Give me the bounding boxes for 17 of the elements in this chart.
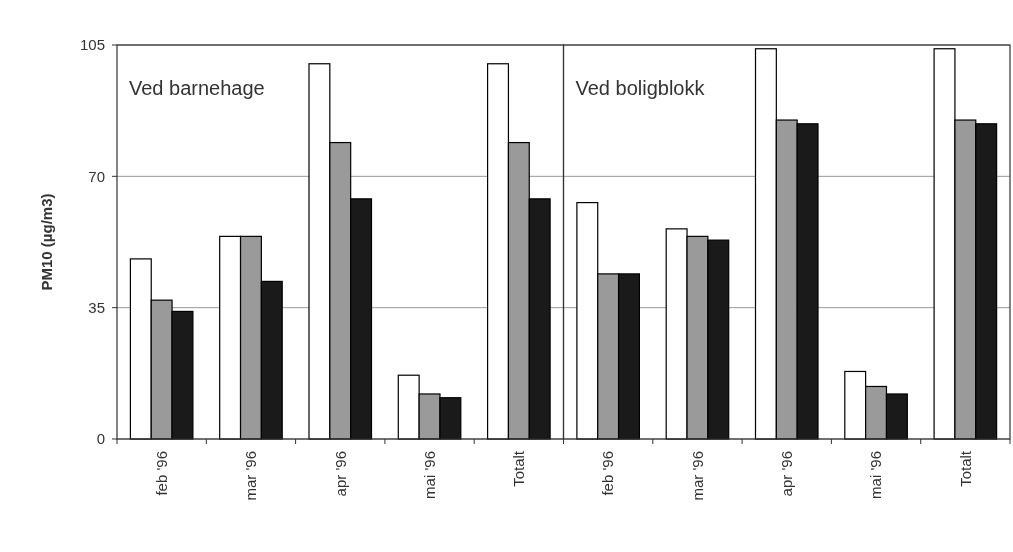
y-tick-label: 105 (79, 36, 105, 54)
x-tick-label: mar '96 (242, 451, 260, 501)
annotation: Ved barnehage (129, 77, 265, 99)
annotation: Ved boligblokk (575, 77, 706, 99)
x-tick-label: feb '96 (599, 451, 617, 496)
x-tick-label: mai '96 (867, 451, 885, 499)
y-tick-label: 70 (88, 167, 105, 185)
x-tick-label: Totalt (510, 450, 528, 487)
x-tick-label: feb '96 (152, 451, 170, 496)
x-tick-label: mai '96 (420, 451, 438, 499)
x-tick-label: Totalt (956, 450, 974, 487)
x-tick-label: apr '96 (778, 451, 795, 497)
x-tick-label: mar '96 (688, 451, 706, 501)
x-tick-label: apr '96 (331, 451, 349, 497)
y-tick-label: 0 (96, 430, 105, 448)
y-tick-label: 35 (88, 298, 105, 316)
y-axis-title: PM10 (µg/m3) (38, 193, 55, 291)
